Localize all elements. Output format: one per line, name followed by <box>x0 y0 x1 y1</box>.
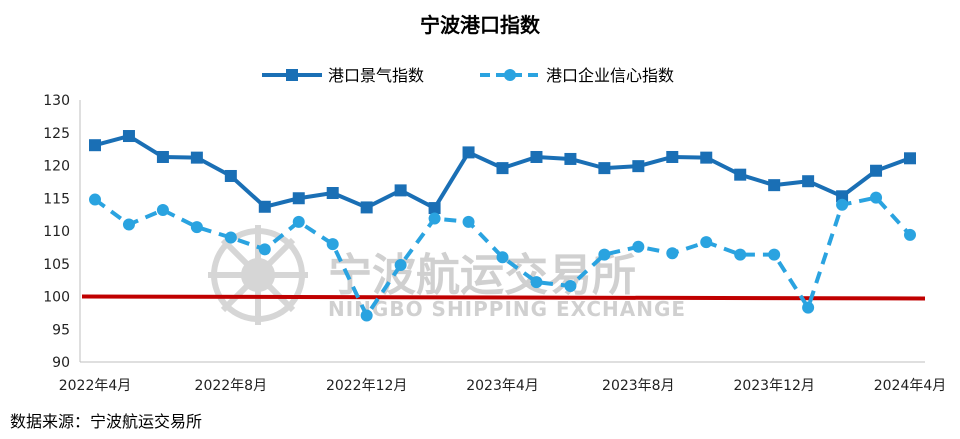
y-tick-label: 95 <box>52 322 70 338</box>
data-point <box>768 179 781 192</box>
legend-label-series-1: 港口景气指数 <box>328 66 424 85</box>
data-point <box>326 238 339 251</box>
reference-line-100 <box>81 294 926 301</box>
data-point <box>564 280 577 293</box>
x-tick-label: 2022年8月 <box>195 378 268 394</box>
data-point <box>734 168 747 181</box>
data-point <box>802 301 815 314</box>
y-tick-label: 100 <box>43 290 70 306</box>
data-point <box>870 164 883 177</box>
data-point <box>904 152 916 165</box>
data-point <box>700 236 713 249</box>
data-point <box>292 192 305 205</box>
data-point <box>666 150 679 163</box>
data-point <box>428 202 441 215</box>
data-point <box>836 198 849 211</box>
series-group <box>89 130 916 322</box>
data-point <box>360 309 373 322</box>
data-point <box>496 162 509 175</box>
data-point <box>258 200 271 213</box>
data-point <box>89 193 101 206</box>
data-point <box>462 215 475 228</box>
x-tick-label: 2023年8月 <box>602 378 675 394</box>
data-point <box>564 152 577 165</box>
y-axis: 130 125 120 115 110 105 100 95 90 <box>43 93 81 371</box>
data-point <box>89 139 101 152</box>
x-tick-label: 2024年4月 <box>874 378 947 394</box>
data-point <box>598 248 611 261</box>
legend-circle-marker <box>504 69 516 81</box>
data-point <box>394 259 407 272</box>
data-point <box>802 175 815 188</box>
legend-item-series-1: 港口景气指数 <box>262 66 424 85</box>
source-note: 数据来源：宁波航运交易所 <box>10 412 202 431</box>
chart-title: 宁波港口指数 <box>420 13 541 37</box>
x-tick-label: 2022年12月 <box>326 378 407 394</box>
legend: 港口景气指数 港口企业信心指数 <box>262 66 674 85</box>
data-point <box>190 221 203 234</box>
data-point <box>904 228 916 241</box>
x-tick-label: 2023年4月 <box>466 378 539 394</box>
watermark-en: NINGBO SHIPPING EXCHANGE <box>328 297 686 321</box>
y-tick-label: 115 <box>43 191 70 207</box>
reference-line-group <box>81 294 926 301</box>
data-point <box>530 276 543 289</box>
data-point <box>190 151 203 164</box>
data-point <box>870 191 883 204</box>
x-axis: 2022年4月 2022年8月 2022年12月 2023年4月 2023年8月 2023… <box>59 361 947 394</box>
data-point <box>496 251 509 264</box>
data-point <box>768 248 781 261</box>
data-point <box>258 243 271 256</box>
data-point <box>632 160 645 173</box>
data-point <box>530 150 543 163</box>
data-point <box>360 201 373 214</box>
legend-label-series-2: 港口企业信心指数 <box>546 66 674 85</box>
data-point <box>156 204 169 217</box>
y-tick-label: 90 <box>52 355 70 371</box>
y-tick-label: 110 <box>43 224 70 240</box>
data-point <box>734 248 747 261</box>
series-1 <box>89 130 916 215</box>
data-point <box>700 151 713 164</box>
data-point <box>394 184 407 197</box>
y-tick-label: 120 <box>43 159 70 175</box>
data-point <box>292 215 305 228</box>
data-point <box>428 212 441 225</box>
y-tick-label: 125 <box>43 126 70 142</box>
y-tick-label: 105 <box>43 257 70 273</box>
watermark: 宁波航运交易所 NINGBO SHIPPING EXCHANGE <box>208 225 686 325</box>
data-point <box>666 247 679 260</box>
data-point <box>598 162 611 175</box>
data-point <box>122 130 135 143</box>
data-point <box>122 218 135 231</box>
watermark-cn: 宁波航运交易所 <box>328 250 636 301</box>
data-point <box>462 146 475 159</box>
data-point <box>632 240 645 253</box>
y-tick-label: 130 <box>43 93 70 109</box>
data-point <box>156 150 169 163</box>
x-tick-label: 2023年12月 <box>733 378 814 394</box>
x-tick-label: 2022年4月 <box>59 378 132 394</box>
legend-square-marker <box>286 69 298 81</box>
watermark-logo-icon <box>208 225 308 325</box>
legend-item-series-2: 港口企业信心指数 <box>480 66 674 85</box>
data-point <box>836 190 849 203</box>
data-point <box>224 169 237 182</box>
data-point <box>224 231 237 244</box>
data-point <box>326 187 339 200</box>
series-2 <box>89 191 916 322</box>
